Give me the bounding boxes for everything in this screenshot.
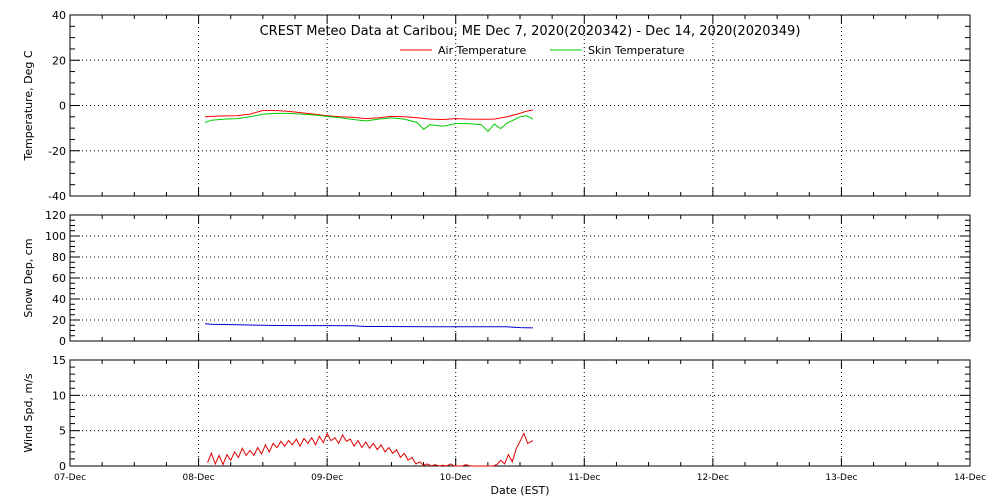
y-tick-label: 0 bbox=[59, 335, 66, 348]
y-tick-label: -20 bbox=[48, 145, 66, 158]
series-line-1-1 bbox=[204, 109, 533, 121]
chart-title: CREST Meteo Data at Caribou, ME Dec 7, 2… bbox=[260, 24, 801, 39]
legend-skin-temp-label: Skin Temperature bbox=[588, 44, 685, 57]
y-axis-label: Temperature, Deg C bbox=[22, 50, 35, 161]
y-tick-label: 40 bbox=[52, 9, 66, 22]
y-tick-label: 20 bbox=[52, 314, 66, 327]
y-tick-label: 40 bbox=[52, 293, 66, 306]
panel-1: 40 20 0 -20 -40 Temperature, Deg C bbox=[22, 9, 971, 203]
series-line-2-1 bbox=[204, 323, 533, 329]
x-tick-label: 11-Dec bbox=[568, 473, 600, 483]
x-tick-label: 07-Dec bbox=[54, 473, 86, 483]
x-tick-label: 12-Dec bbox=[697, 473, 729, 483]
x-tick-label: 14-Dec bbox=[954, 473, 986, 483]
series-line-1-2 bbox=[204, 112, 534, 133]
legend-air-temp-label: Air Temperature bbox=[438, 44, 527, 57]
y-axis-label: Wind Spd, m/s bbox=[22, 373, 35, 453]
y-tick-label: 0 bbox=[59, 460, 66, 473]
y-tick-label: 60 bbox=[52, 272, 66, 285]
y-tick-label: 10 bbox=[52, 389, 66, 402]
x-tick-label: 10-Dec bbox=[440, 473, 472, 483]
y-tick-label: 100 bbox=[45, 230, 66, 243]
legend: Air Temperature Skin Temperature bbox=[400, 44, 685, 57]
x-tick-label: 13-Dec bbox=[825, 473, 857, 483]
x-axis-label: Date (EST) bbox=[490, 484, 549, 497]
panel-3: 15 10 5 007-Dec 08-Dec 09-Dec 10-Dec 11-Dec 12-D… bbox=[22, 354, 986, 483]
y-tick-label: 80 bbox=[52, 251, 66, 264]
y-tick-label: 120 bbox=[45, 209, 66, 222]
y-tick-label: 20 bbox=[52, 54, 66, 67]
y-axis-label: Snow Dep, cm bbox=[22, 238, 35, 317]
y-tick-label: -40 bbox=[48, 190, 66, 203]
y-tick-label: 5 bbox=[59, 425, 66, 438]
panel-frame bbox=[69, 359, 971, 467]
x-tick-label: 08-Dec bbox=[183, 473, 215, 483]
y-tick-label: 15 bbox=[52, 354, 66, 367]
y-tick-label: 0 bbox=[59, 100, 66, 113]
x-tick-label: 09-Dec bbox=[311, 473, 343, 483]
series-line-3-1 bbox=[207, 432, 534, 467]
panel-2: 120 100 80 60 40 20 0 Snow Dep, cm bbox=[22, 209, 971, 348]
